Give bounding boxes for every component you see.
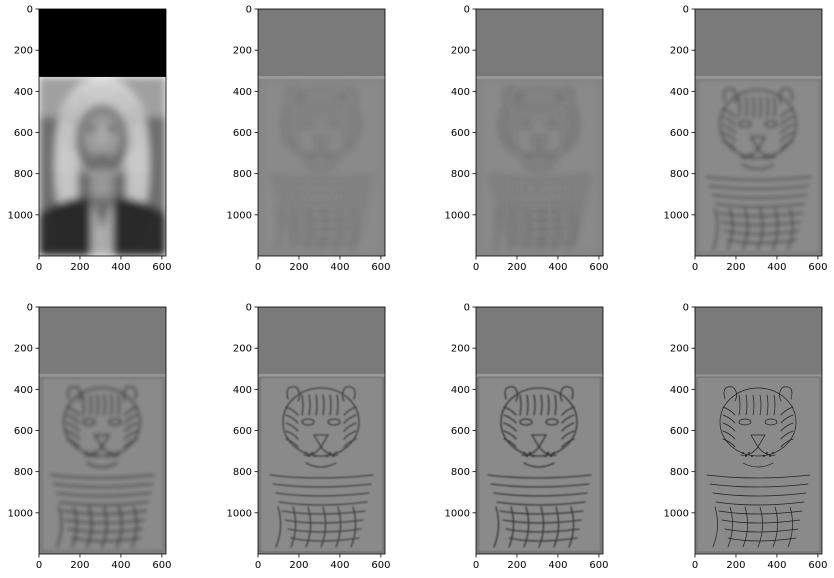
y-tick-label: 400 — [670, 87, 689, 98]
panel-3-image — [476, 9, 603, 256]
y-tick-label: 800 — [14, 169, 33, 180]
y-tick-label: 600 — [451, 128, 470, 139]
x-tick-label: 400 — [767, 262, 786, 273]
x-tick-label: 200 — [289, 560, 308, 571]
panel-3: 0 200 400 600 0 200 400 600 800 1000 — [445, 5, 609, 274]
panel-1-image — [39, 9, 166, 256]
x-tick-label: 600 — [808, 262, 827, 273]
y-tick-label: 600 — [233, 426, 252, 437]
y-tick-label: 400 — [14, 385, 33, 396]
y-tick-label: 800 — [451, 467, 470, 478]
x-tick-label: 0 — [36, 560, 42, 571]
panel-8: 0 200 400 600 0 200 400 600 800 1000 — [664, 303, 828, 572]
y-tick-label: 200 — [233, 46, 252, 57]
x-tick-label: 400 — [330, 262, 349, 273]
y-tick-label: 0 — [27, 303, 33, 314]
panel-5: 0 200 400 600 0 200 400 600 800 1000 — [8, 303, 172, 572]
x-tick-label: 0 — [36, 262, 42, 273]
y-tick-label: 200 — [451, 344, 470, 355]
panel-7-image — [476, 307, 603, 554]
x-tick-label: 400 — [111, 262, 130, 273]
y-tick-label: 200 — [14, 344, 33, 355]
x-tick-label: 400 — [767, 560, 786, 571]
y-tick-label: 400 — [14, 87, 33, 98]
x-tick-label: 600 — [589, 560, 608, 571]
x-tick-label: 400 — [548, 262, 567, 273]
x-tick-label: 200 — [70, 560, 89, 571]
y-tick-label: 400 — [670, 385, 689, 396]
y-tick-label: 400 — [233, 87, 252, 98]
y-tick-label: 1000 — [227, 210, 252, 221]
y-tick-label: 800 — [233, 467, 252, 478]
y-tick-label: 800 — [670, 169, 689, 180]
x-tick-label: 600 — [808, 560, 827, 571]
x-tick-label: 200 — [507, 560, 526, 571]
x-tick-label: 0 — [692, 262, 698, 273]
y-tick-label: 800 — [670, 467, 689, 478]
x-tick-label: 200 — [70, 262, 89, 273]
panel-8-image — [695, 307, 822, 554]
y-tick-label: 1000 — [445, 210, 470, 221]
x-tick-label: 0 — [473, 560, 479, 571]
y-tick-label: 600 — [14, 426, 33, 437]
y-tick-label: 600 — [670, 426, 689, 437]
x-tick-label: 400 — [330, 560, 349, 571]
x-tick-label: 0 — [255, 560, 261, 571]
panel-4: 0 200 400 600 0 200 400 600 800 1000 — [664, 5, 828, 274]
y-tick-label: 1000 — [227, 508, 252, 519]
panel-2: 0 200 400 600 0 200 400 600 800 1000 — [227, 5, 391, 274]
panel-7: 0 200 400 600 0 200 400 600 800 1000 — [445, 303, 609, 572]
y-tick-label: 1000 — [8, 508, 33, 519]
y-tick-label: 0 — [246, 303, 252, 314]
y-tick-label: 600 — [233, 128, 252, 139]
x-tick-label: 600 — [152, 262, 171, 273]
y-tick-label: 1000 — [445, 508, 470, 519]
y-tick-label: 0 — [246, 5, 252, 16]
x-tick-label: 200 — [507, 262, 526, 273]
panel-4-image — [695, 9, 822, 256]
x-tick-label: 400 — [111, 560, 130, 571]
x-tick-label: 600 — [589, 262, 608, 273]
y-tick-label: 600 — [14, 128, 33, 139]
y-tick-label: 200 — [14, 46, 33, 57]
x-tick-label: 200 — [289, 262, 308, 273]
y-tick-label: 0 — [464, 303, 470, 314]
y-tick-label: 0 — [464, 5, 470, 16]
y-tick-label: 800 — [233, 169, 252, 180]
y-tick-label: 0 — [27, 5, 33, 16]
y-tick-label: 400 — [451, 87, 470, 98]
panel-2-image — [258, 9, 385, 256]
y-tick-label: 0 — [683, 303, 689, 314]
y-tick-label: 200 — [451, 46, 470, 57]
y-tick-label: 1000 — [664, 210, 689, 221]
y-tick-label: 1000 — [8, 210, 33, 221]
panel-1: 0 200 400 600 0 200 400 600 800 1000 — [8, 5, 172, 274]
y-tick-label: 200 — [670, 46, 689, 57]
y-tick-label: 800 — [14, 467, 33, 478]
x-tick-label: 0 — [473, 262, 479, 273]
x-tick-label: 400 — [548, 560, 567, 571]
panel-6: 0 200 400 600 0 200 400 600 800 1000 — [227, 303, 391, 572]
y-tick-label: 600 — [451, 426, 470, 437]
x-tick-label: 600 — [152, 560, 171, 571]
y-tick-label: 200 — [233, 344, 252, 355]
y-tick-label: 200 — [670, 344, 689, 355]
x-tick-label: 200 — [726, 560, 745, 571]
y-tick-label: 600 — [670, 128, 689, 139]
y-tick-label: 800 — [451, 169, 470, 180]
x-tick-label: 0 — [692, 560, 698, 571]
y-tick-label: 0 — [683, 5, 689, 16]
x-tick-label: 600 — [371, 262, 390, 273]
panel-5-image — [39, 307, 166, 554]
panel-6-image — [258, 307, 385, 554]
y-tick-label: 1000 — [664, 508, 689, 519]
x-tick-label: 0 — [255, 262, 261, 273]
x-tick-label: 600 — [371, 560, 390, 571]
x-tick-label: 200 — [726, 262, 745, 273]
y-tick-label: 400 — [451, 385, 470, 396]
y-tick-label: 400 — [233, 385, 252, 396]
